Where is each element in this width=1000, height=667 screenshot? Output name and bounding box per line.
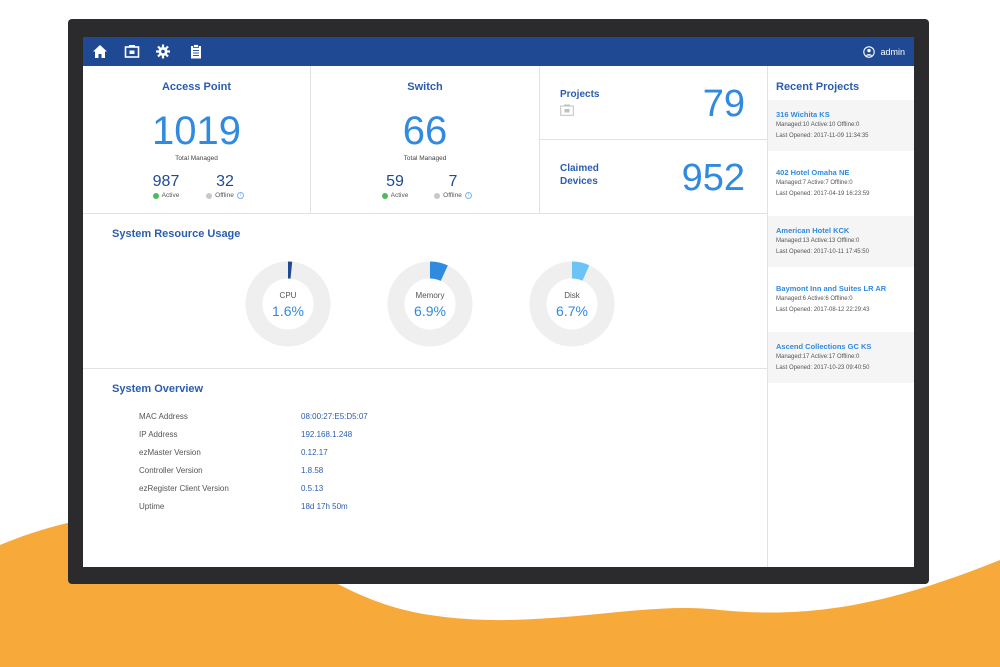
claimed-devices-label: Claimed Devices <box>560 162 599 188</box>
settings-icon[interactable] <box>154 43 172 60</box>
access-point-title: Access Point <box>161 81 232 93</box>
user-name: admin <box>880 46 905 57</box>
access-point-active-stat: 987 Active <box>143 173 189 199</box>
overview-value: 0.5.13 <box>301 484 324 493</box>
recent-project-last-opened: Last Opened: 2017-10-23 09:40:50 <box>776 365 870 371</box>
projects-label: Projects <box>560 89 600 100</box>
recent-project-name[interactable]: Baymont Inn and Suites LR AR <box>776 284 887 293</box>
overview-key: MAC Address <box>139 412 188 421</box>
projects-icon[interactable] <box>123 43 141 60</box>
memory-value: 6.9% <box>414 303 446 319</box>
disk-label: Disk <box>564 291 580 300</box>
cpu-label: CPU <box>279 291 297 300</box>
memory-label: Memory <box>415 291 445 300</box>
info-icon[interactable]: i <box>236 192 244 199</box>
info-icon[interactable]: i <box>464 192 472 199</box>
projects-folder-icon <box>560 104 574 116</box>
recent-project-meta: Managed:10 Active:10 Offline:0 <box>776 122 860 128</box>
overview-value: 08:00:27:E5:D5:07 <box>301 412 368 421</box>
system-overview-title: System Overview <box>112 383 204 395</box>
projects-panel[interactable]: Projects 79 <box>540 66 768 140</box>
access-point-offline-label: Offline <box>215 192 234 199</box>
access-point-total-label: Total Managed <box>175 155 218 162</box>
recent-projects-panel: Recent Projects 316 Wichita KS Managed:10… <box>768 66 914 567</box>
overview-value: 18d 17h 50m <box>301 502 348 511</box>
offline-dot-icon <box>434 192 441 199</box>
memory-donut: Memory 6.9% <box>387 261 473 347</box>
recent-project-name[interactable]: 316 Wichita KS <box>776 110 830 119</box>
system-resource-panel: System Resource Usage CPU 1.6% Memory <box>83 214 768 369</box>
recent-project-last-opened: Last Opened: 2017-04-19 16:23:59 <box>776 191 870 197</box>
overview-key: IP Address <box>139 430 178 439</box>
user-menu[interactable]: admin <box>863 44 905 59</box>
access-point-offline-count: 32 <box>216 173 234 190</box>
overview-value: 192.168.1.248 <box>301 430 353 439</box>
memory-usage-arc <box>387 261 473 347</box>
claimed-label-line1: Claimed <box>560 163 599 174</box>
cpu-donut: CPU 1.6% <box>245 261 331 347</box>
switch-active-count: 59 <box>386 173 404 190</box>
user-icon <box>863 45 876 58</box>
access-point-active-label: Active <box>161 192 180 199</box>
active-dot-icon <box>381 192 388 199</box>
system-resource-title: System Resource Usage <box>112 228 241 240</box>
recent-project-item[interactable]: 402 Hotel Omaha NE Managed:7 Active:7 Off… <box>768 158 914 209</box>
monitor-frame: admin Access Point 1019 Total Managed 98… <box>68 19 929 584</box>
access-point-active-count: 987 <box>152 173 180 190</box>
recent-project-name[interactable]: Ascend Collections GC KS <box>776 342 872 351</box>
switch-offline-label: Offline <box>443 192 462 199</box>
recent-project-meta: Managed:6 Active:6 Offline:0 <box>776 296 853 302</box>
access-point-panel: Access Point 1019 Total Managed 987 Acti… <box>83 66 311 214</box>
disk-donut: Disk 6.7% <box>529 261 615 347</box>
recent-project-item[interactable]: American Hotel KCK Managed:13 Active:13 O… <box>768 216 914 267</box>
switch-offline-count: 7 <box>448 173 458 190</box>
recent-project-item[interactable]: 316 Wichita KS Managed:10 Active:10 Offli… <box>768 100 914 151</box>
system-overview-panel: System Overview MAC Address 08:00:27:E5:D… <box>83 369 768 567</box>
switch-panel: Switch 66 Total Managed 59 Active 7 Offl… <box>311 66 540 214</box>
overview-key: ezMaster Version <box>139 448 201 457</box>
recent-projects-title: Recent Projects <box>776 81 860 93</box>
clipboard-icon[interactable] <box>187 43 205 60</box>
recent-project-meta: Managed:17 Active:17 Offline:0 <box>776 354 860 360</box>
overview-key: Uptime <box>139 502 165 511</box>
access-point-offline-stat: 32 Offline i <box>199 173 251 199</box>
switch-total: 66 <box>402 109 448 153</box>
claimed-devices-panel[interactable]: Claimed Devices 952 <box>540 140 768 214</box>
switch-active-stat: 59 Active <box>375 173 415 199</box>
home-icon[interactable] <box>91 43 109 60</box>
claimed-devices-count: 952 <box>681 157 745 199</box>
recent-project-name[interactable]: American Hotel KCK <box>776 226 850 235</box>
disk-value: 6.7% <box>556 303 588 319</box>
switch-title: Switch <box>407 81 443 93</box>
recent-project-last-opened: Last Opened: 2017-10-11 17:45:50 <box>776 249 869 255</box>
dashboard-screen: admin Access Point 1019 Total Managed 98… <box>83 37 914 567</box>
recent-project-item[interactable]: Ascend Collections GC KS Managed:17 Activ… <box>768 332 914 383</box>
recent-project-last-opened: Last Opened: 2017-08-12 22:29:43 <box>776 307 870 313</box>
cpu-value: 1.6% <box>272 303 304 319</box>
active-dot-icon <box>152 192 159 199</box>
overview-key: ezRegister Client Version <box>139 484 229 493</box>
access-point-total: 1019 <box>152 109 241 153</box>
claimed-label-line2: Devices <box>560 176 598 187</box>
recent-project-meta: Managed:7 Active:7 Offline:0 <box>776 180 853 186</box>
recent-project-item[interactable]: Baymont Inn and Suites LR AR Managed:6 Ac… <box>768 274 914 325</box>
switch-offline-stat: 7 Offline i <box>427 173 479 199</box>
recent-project-last-opened: Last Opened: 2017-11-09 11:34:35 <box>776 133 869 139</box>
offline-dot-icon <box>206 192 213 199</box>
cpu-usage-arc <box>245 261 331 347</box>
recent-project-name[interactable]: 402 Hotel Omaha NE <box>776 168 850 177</box>
overview-value: 0.12.17 <box>301 448 328 457</box>
recent-project-meta: Managed:13 Active:13 Offline:0 <box>776 238 860 244</box>
disk-usage-arc <box>529 261 615 347</box>
switch-total-label: Total Managed <box>403 155 447 162</box>
projects-count: 79 <box>702 83 745 125</box>
top-navbar: admin <box>83 37 914 66</box>
switch-active-label: Active <box>390 192 409 199</box>
overview-key: Controller Version <box>139 466 203 475</box>
overview-value: 1.8.58 <box>301 466 324 475</box>
